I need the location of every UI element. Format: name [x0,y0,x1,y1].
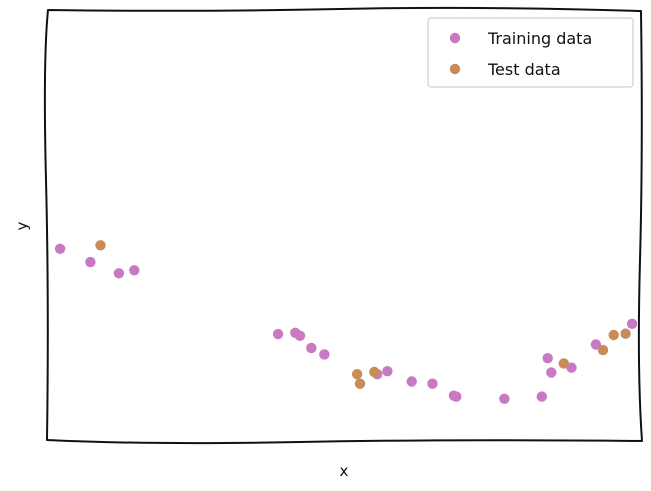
training-data-point-4 [272,328,284,340]
training-data-point-3 [129,265,140,276]
training-data-point-17 [542,353,553,364]
training-data-point-11 [406,376,417,387]
training-data-point-20 [590,339,602,350]
training-data-point-12 [427,378,438,389]
plot-frame [43,6,643,445]
legend-label-training: Training data [487,29,592,48]
legend: Training data Test data [427,17,634,88]
test-data-point-1 [351,369,363,380]
training-data-point-7 [306,342,317,354]
legend-marker-test [449,63,461,75]
test-data-point-3 [369,366,380,378]
test-data-point-0 [95,240,106,251]
training-data-point-16 [536,391,547,402]
test-data-point-5 [597,344,609,356]
test-data-point-2 [354,378,366,389]
test-data-point-4 [558,358,569,369]
training-data-point-14 [451,391,462,402]
training-data-point-1 [85,256,96,268]
legend-marker-training [449,32,461,44]
x-axis-label: x [340,462,349,480]
test-data-point-6 [608,329,619,341]
legend-label-test: Test data [487,60,561,79]
training-data-point-21 [626,318,638,329]
y-axis-label: y [13,221,31,230]
legend-box [427,17,634,88]
test-data-point-7 [620,328,631,339]
training-data-point-10 [382,366,393,377]
training-data-point-8 [319,349,330,360]
training-data-point-15 [499,393,510,404]
training-data-point-18 [546,367,557,378]
training-data-point-2 [113,268,125,279]
training-data-point-0 [54,243,66,254]
training-data-point-19 [566,362,577,373]
points-layer [54,240,638,404]
training-data-point-6 [294,330,306,341]
